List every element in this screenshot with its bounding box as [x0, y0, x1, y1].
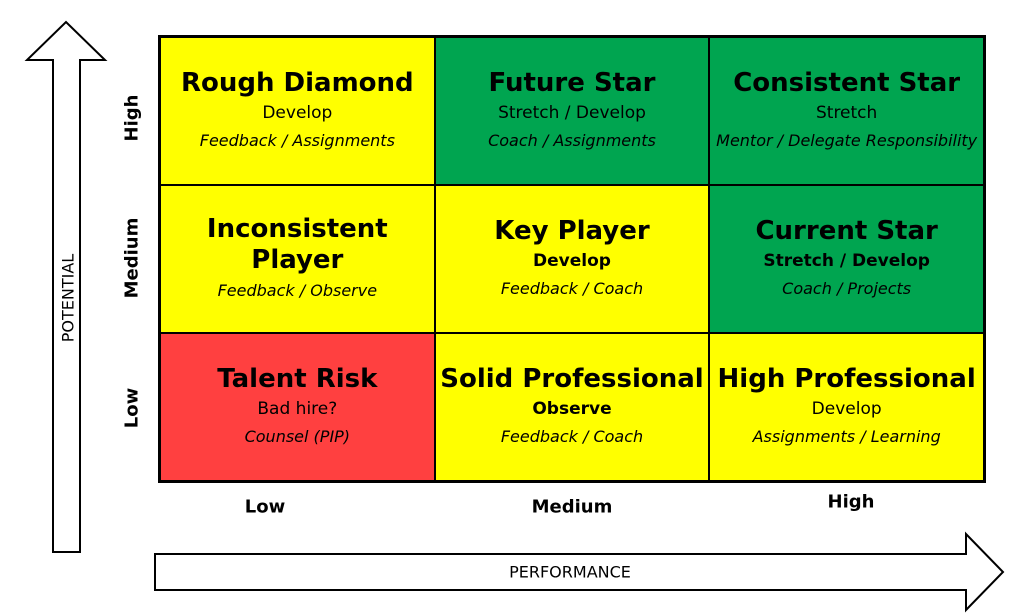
cell-title: Future Star	[488, 68, 656, 99]
cell-action: Feedback / Assignments	[199, 131, 395, 151]
grid-cell: Consistent Star Stretch Mentor / Delegate …	[709, 37, 984, 185]
col-label-medium: Medium	[531, 496, 613, 518]
potential-axis-title: POTENTIAL	[58, 253, 78, 343]
talent-grid: Rough Diamond Develop Feedback / Assignmen…	[158, 35, 986, 483]
cell-action: Feedback / Observe	[217, 281, 378, 301]
cell-subtitle: Observe	[532, 399, 612, 420]
row-label-medium: Medium	[121, 217, 143, 299]
cell-title: Current Star	[755, 216, 938, 247]
cell-action: Coach / Projects	[782, 279, 912, 299]
row-label-high: High	[121, 94, 143, 142]
cell-subtitle: Stretch / Develop	[763, 251, 930, 272]
cell-title: Solid Professional	[440, 364, 704, 395]
row-label-low: Low	[121, 387, 143, 429]
cell-subtitle: Develop	[533, 251, 611, 272]
cell-subtitle: Develop	[811, 399, 882, 420]
grid-cell: High Professional Develop Assignments / Le…	[709, 333, 984, 481]
grid-cell: Future Star Stretch / Develop Coach / Assi…	[434, 37, 710, 185]
col-label-high: High	[827, 491, 875, 513]
cell-action: Counsel (PIP)	[244, 427, 351, 447]
cell-action: Feedback / Coach	[500, 427, 644, 447]
cell-action: Feedback / Coach	[500, 279, 644, 299]
grid-cell: Rough Diamond Develop Feedback / Assignmen…	[160, 37, 435, 185]
cell-subtitle: Bad hire?	[257, 399, 338, 420]
potential-arrow	[24, 20, 108, 553]
cell-subtitle: Stretch / Develop	[498, 103, 646, 124]
col-label-low: Low	[244, 496, 286, 518]
grid-cell: Solid Professional Observe Feedback / Coac…	[434, 333, 710, 481]
cell-action: Assignments / Learning	[752, 427, 941, 447]
cell-title: Key Player	[494, 216, 650, 247]
grid-cell: Key Player Develop Feedback / Coach	[434, 185, 710, 333]
cell-action: Mentor / Delegate Responsibility	[716, 131, 978, 151]
cell-title: Inconsistent Player	[206, 214, 388, 276]
performance-arrow	[154, 531, 1005, 613]
grid-cell: Inconsistent Player Feedback / Observe	[160, 185, 435, 333]
grid-cell: Current Star Stretch / Develop Coach / Pro…	[709, 185, 984, 333]
grid-cell: Talent Risk Bad hire? Counsel (PIP)	[160, 333, 435, 481]
cell-title: Rough Diamond	[180, 68, 414, 99]
cell-action: Coach / Assignments	[488, 131, 656, 151]
cell-subtitle: Stretch	[815, 103, 878, 124]
cell-title: High Professional	[717, 364, 976, 395]
cell-title: Talent Risk	[217, 364, 378, 395]
cell-subtitle: Develop	[262, 103, 333, 124]
performance-axis-title: PERFORMANCE	[509, 562, 631, 582]
cell-title: Consistent Star	[733, 68, 961, 99]
